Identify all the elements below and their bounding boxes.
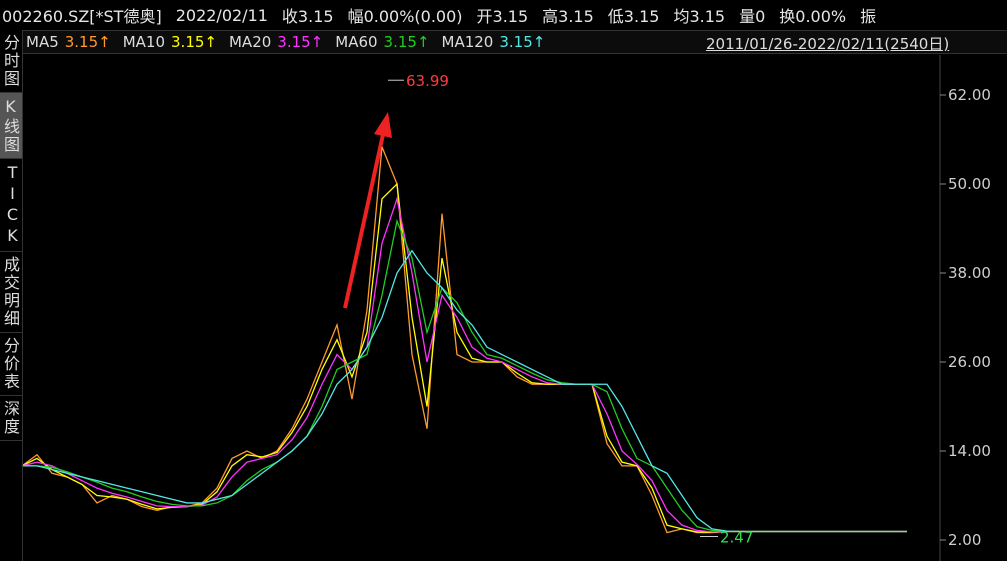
header-item: 002260.SZ[*ST德奥] bbox=[2, 7, 162, 26]
header-item: 2022/02/11 bbox=[175, 5, 268, 25]
header-item: 均3.15 bbox=[673, 7, 726, 26]
header-item: 换0.00% bbox=[779, 7, 847, 26]
ma-line bbox=[21, 196, 907, 533]
high-label: 63.99 bbox=[406, 72, 449, 90]
date-range[interactable]: 2011/01/26-2022/02/11(2540日) bbox=[706, 35, 950, 53]
legend-value: 3.15↑ bbox=[64, 33, 111, 51]
header-item: 振 bbox=[860, 7, 877, 26]
legend-name: MA120 bbox=[441, 33, 494, 51]
legend-name: MA10 bbox=[122, 33, 166, 51]
sidebar-tab[interactable]: 分价表 bbox=[0, 333, 22, 396]
header-item: 高3.15 bbox=[542, 7, 594, 26]
low-label: 2.47 bbox=[720, 529, 753, 547]
header-item: 幅0.00%(0.00) bbox=[347, 7, 463, 26]
header-item: 量0 bbox=[739, 7, 766, 26]
sidebar-tab[interactable]: TICK bbox=[0, 159, 22, 252]
y-tick-label: 38.00 bbox=[948, 264, 991, 282]
y-tick-label: 26.00 bbox=[948, 353, 991, 371]
sidebar-tab[interactable]: 成交明细 bbox=[0, 252, 22, 333]
y-tick-label: 62.00 bbox=[948, 86, 991, 104]
legend-value: 3.15↑ bbox=[277, 33, 324, 51]
header-item: 开3.15 bbox=[476, 7, 529, 26]
legend-name: MA20 bbox=[228, 33, 272, 51]
ma-line bbox=[22, 249, 907, 533]
header-item: 收3.15 bbox=[281, 7, 334, 26]
ma-line bbox=[22, 218, 907, 533]
legend-value: 3.15↑ bbox=[499, 33, 546, 51]
arrow bbox=[343, 129, 386, 309]
header-item: 低3.15 bbox=[607, 7, 660, 26]
y-tick-label: 50.00 bbox=[948, 175, 991, 193]
sidebar-tab[interactable]: K线图 bbox=[0, 93, 22, 159]
ma-legend: MA5 3.15↑ MA10 3.15↑ MA20 3.15↑ MA60 3.15↑ MA120… bbox=[22, 30, 1007, 54]
legend-value: 3.15↑ bbox=[171, 33, 217, 51]
y-tick-label: 14.00 bbox=[948, 442, 991, 460]
sidebar: 分时图 K线图 TICK 成交明细 分价表 深度 bbox=[0, 30, 23, 561]
legend-name: MA5 bbox=[26, 33, 59, 51]
y-tick-label: 2.00 bbox=[948, 531, 981, 549]
sidebar-tab[interactable]: 深度 bbox=[0, 396, 22, 441]
legend-name: MA60 bbox=[335, 33, 378, 51]
header: 002260.SZ[*ST德奥] 2022/02/11 收3.15 幅0.00%(0.… bbox=[0, 0, 1007, 30]
legend-value: 3.15↑ bbox=[383, 33, 430, 51]
sidebar-tab[interactable]: 分时图 bbox=[0, 30, 22, 93]
arrowhead bbox=[374, 112, 392, 138]
ma-line bbox=[21, 146, 907, 534]
